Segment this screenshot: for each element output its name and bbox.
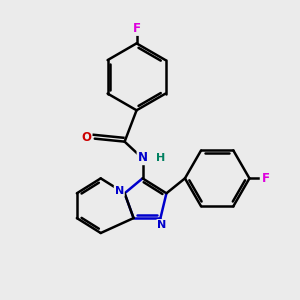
- Text: O: O: [81, 131, 92, 144]
- Text: H: H: [156, 153, 165, 164]
- Text: N: N: [115, 186, 124, 196]
- Text: F: F: [262, 172, 270, 185]
- Text: N: N: [157, 220, 167, 230]
- Text: F: F: [133, 22, 141, 35]
- Text: N: N: [137, 151, 148, 164]
